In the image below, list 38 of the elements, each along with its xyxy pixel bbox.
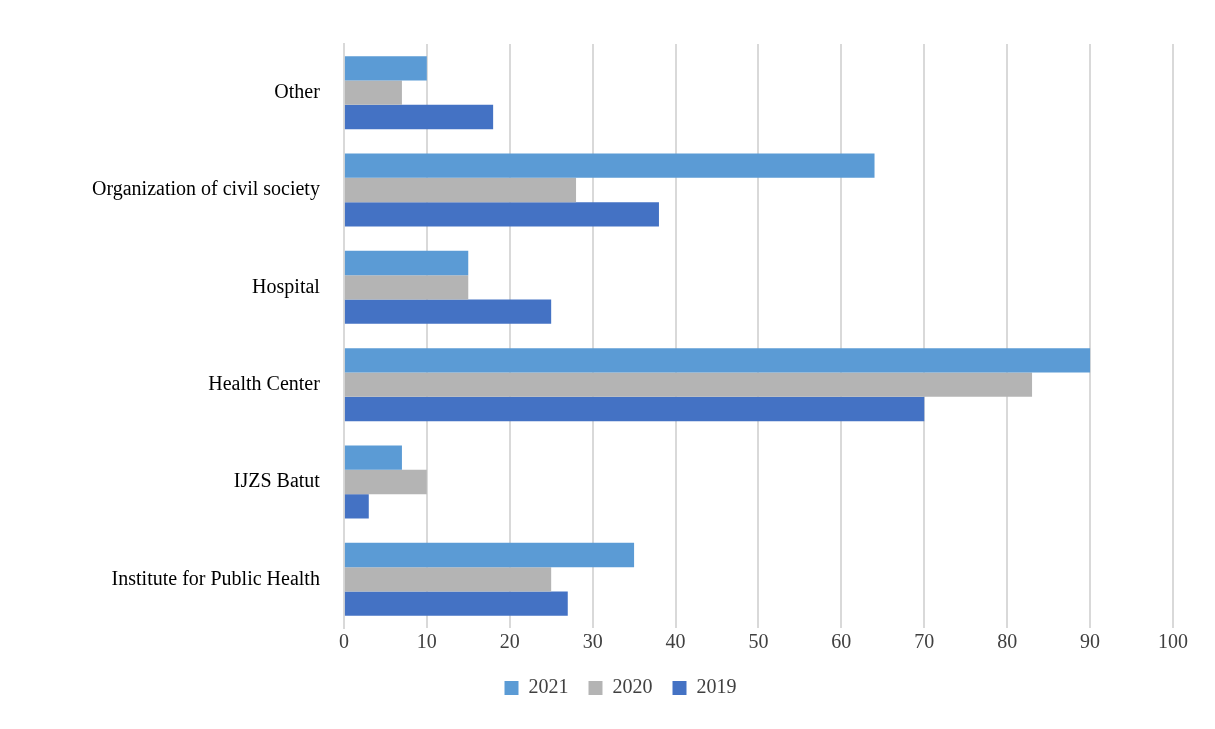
x-tick-label: 50 (748, 630, 769, 653)
x-tick-label: 90 (1080, 630, 1101, 653)
bar (344, 177, 577, 203)
bar (344, 348, 1091, 373)
y-tick-label: IJZS Batut (233, 469, 321, 492)
x-tick-label: 20 (499, 630, 520, 653)
y-tick-label: Other (274, 79, 321, 102)
x-tick-label: 70 (914, 630, 935, 653)
x-tick-label: 100 (1158, 630, 1188, 653)
legend-label: 2021 (528, 675, 569, 698)
y-tick-label: Organization of civil society (91, 177, 320, 201)
bar (344, 542, 635, 568)
bar (344, 275, 469, 300)
x-tick-label: 40 (665, 630, 686, 653)
bar (344, 396, 925, 422)
y-tick-label: Hospital (252, 274, 321, 298)
bar (344, 80, 402, 105)
bar (344, 299, 552, 324)
x-tick-label: 10 (416, 630, 437, 653)
x-tick-label: 30 (582, 630, 603, 653)
bar (344, 372, 1033, 397)
bar (344, 104, 494, 130)
legend-label: 2020 (612, 675, 653, 698)
bar (344, 567, 552, 592)
y-tick-label: Health Center (208, 371, 321, 394)
x-tick-label: 60 (831, 630, 852, 653)
bar (344, 250, 469, 276)
bar (344, 56, 427, 81)
x-tick-label: 80 (997, 630, 1018, 653)
bar (344, 494, 369, 519)
x-tick-label: 0 (338, 630, 349, 653)
legend-label: 2019 (696, 675, 737, 698)
bar (344, 591, 568, 616)
y-tick-label: Institute for Public Health (111, 566, 320, 589)
bar (344, 445, 402, 470)
bar (344, 202, 659, 227)
bar (344, 153, 875, 178)
bar (344, 469, 427, 495)
